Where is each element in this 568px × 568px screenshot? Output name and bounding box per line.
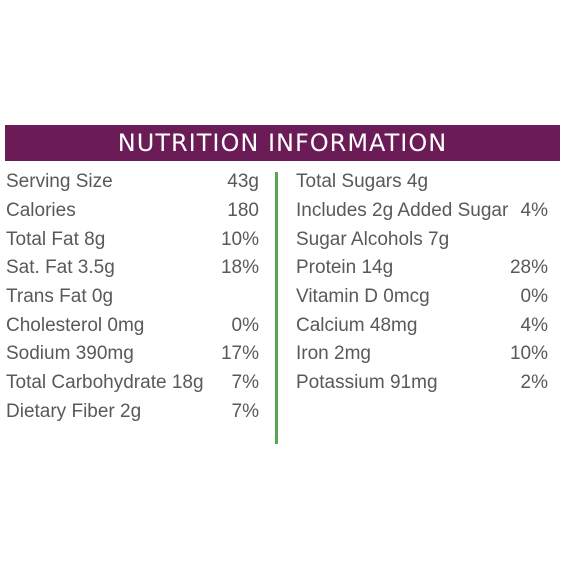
nutrient-value: 18% <box>220 257 259 279</box>
nutrient-row: Cholesterol 0mg 0% <box>6 311 259 340</box>
nutrient-value: 7% <box>231 372 259 394</box>
column-divider <box>275 172 278 444</box>
nutrient-row: Iron 2mg 10% <box>296 340 548 369</box>
nutrient-row: Sat. Fat 3.5g 18% <box>6 254 259 283</box>
nutrient-value: 4% <box>520 200 548 222</box>
nutrient-value: 0% <box>231 314 259 336</box>
nutrient-label: Total Carbohydrate 18g <box>6 372 204 394</box>
nutrient-value: 17% <box>220 343 259 365</box>
nutrient-value: 43g <box>227 171 259 193</box>
nutrient-label: Includes 2g Added Sugar <box>296 200 509 222</box>
nutrient-label: Calcium 48mg <box>296 314 418 336</box>
nutrient-label: Sodium 390mg <box>6 343 134 365</box>
nutrient-label: Serving Size <box>6 171 113 193</box>
nutrient-value: 180 <box>227 200 259 222</box>
nutrient-value: 10% <box>220 228 259 250</box>
nutrient-value: 2% <box>520 372 548 394</box>
nutrient-value: 10% <box>509 343 548 365</box>
nutrient-row: Calcium 48mg 4% <box>296 311 548 340</box>
nutrient-label: Protein 14g <box>296 257 394 279</box>
nutrient-label: Iron 2mg <box>296 343 371 365</box>
nutrient-row: Total Carbohydrate 18g 7% <box>6 369 259 398</box>
nutrient-value: 28% <box>509 257 548 279</box>
nutrient-row: Total Sugars 4g <box>296 168 548 197</box>
nutrient-row: Potassium 91mg 2% <box>296 369 548 398</box>
nutrient-row: Serving Size 43g <box>6 168 259 197</box>
nutrient-label: Trans Fat 0g <box>6 286 114 308</box>
nutrient-label: Dietary Fiber 2g <box>6 400 142 422</box>
right-nutrient-column: Total Sugars 4g Includes 2g Added Sugar 4… <box>296 168 548 398</box>
nutrient-row: Includes 2g Added Sugar 4% <box>296 197 548 226</box>
nutrient-row: Dietary Fiber 2g 7% <box>6 398 259 427</box>
nutrient-row: Protein 14g 28% <box>296 254 548 283</box>
nutrient-label: Total Fat 8g <box>6 228 106 250</box>
page-title: NUTRITION INFORMATION <box>117 129 448 157</box>
nutrient-label: Vitamin D 0mcg <box>296 286 430 308</box>
nutrient-label: Total Sugars 4g <box>296 171 429 193</box>
nutrient-value: 7% <box>231 400 259 422</box>
nutrient-label: Cholesterol 0mg <box>6 314 145 336</box>
header-banner: NUTRITION INFORMATION <box>5 125 560 161</box>
nutrient-row: Sodium 390mg 17% <box>6 340 259 369</box>
nutrient-label: Sat. Fat 3.5g <box>6 257 115 279</box>
nutrient-row: Trans Fat 0g <box>6 283 259 312</box>
nutrient-row: Sugar Alcohols 7g <box>296 225 548 254</box>
nutrient-label: Potassium 91mg <box>296 372 438 394</box>
nutrient-row: Vitamin D 0mcg 0% <box>296 283 548 312</box>
nutrient-value: 4% <box>520 314 548 336</box>
nutrient-label: Sugar Alcohols 7g <box>296 228 450 250</box>
left-nutrient-column: Serving Size 43g Calories 180 Total Fat 8g… <box>6 168 259 426</box>
nutrient-row: Calories 180 <box>6 197 259 226</box>
nutrient-label: Calories <box>6 200 76 222</box>
nutrient-value: 0% <box>520 286 548 308</box>
nutrient-row: Total Fat 8g 10% <box>6 225 259 254</box>
